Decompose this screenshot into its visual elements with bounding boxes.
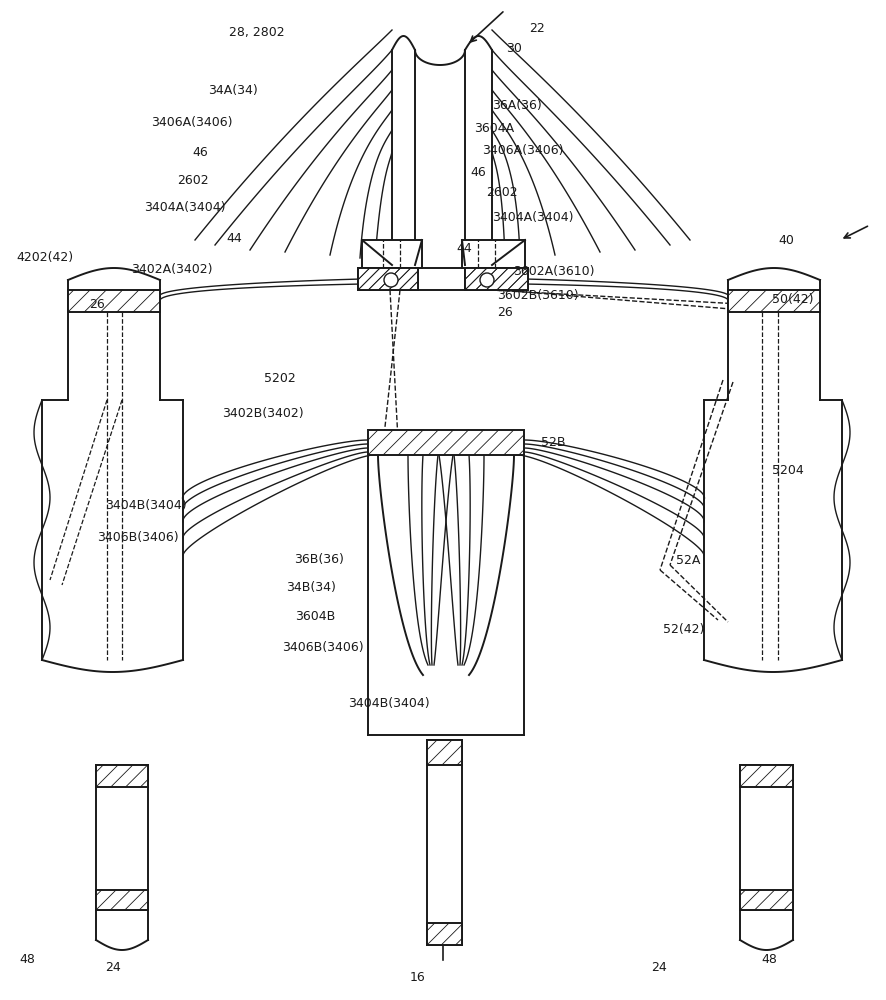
- Text: 3604B: 3604B: [295, 609, 335, 622]
- Text: 3402A(3402): 3402A(3402): [131, 263, 213, 276]
- Text: 3602A(3610): 3602A(3610): [512, 265, 594, 278]
- Text: 26: 26: [496, 306, 512, 318]
- Circle shape: [479, 273, 494, 287]
- Bar: [464, 268, 527, 290]
- Text: 3604A: 3604A: [474, 122, 514, 135]
- Bar: [68, 290, 159, 312]
- Text: 2602: 2602: [177, 174, 209, 187]
- Text: 24: 24: [650, 961, 666, 974]
- Bar: [426, 740, 462, 765]
- Text: 48: 48: [760, 953, 776, 966]
- Text: 34A(34): 34A(34): [208, 84, 258, 97]
- Text: 34B(34): 34B(34): [286, 580, 336, 593]
- Text: 52A: 52A: [675, 554, 699, 566]
- Text: 3406B(3406): 3406B(3406): [282, 640, 363, 654]
- Bar: [426, 740, 462, 945]
- Text: 5202: 5202: [264, 371, 296, 384]
- Bar: [358, 268, 417, 290]
- Bar: [464, 268, 527, 290]
- Text: 3402B(3402): 3402B(3402): [222, 406, 303, 420]
- Bar: [739, 765, 792, 910]
- Text: 36A(36): 36A(36): [492, 99, 541, 112]
- Text: 52B: 52B: [540, 436, 565, 448]
- Text: 3406B(3406): 3406B(3406): [97, 532, 179, 544]
- Text: 48: 48: [19, 953, 35, 966]
- Bar: [368, 430, 524, 455]
- Text: 46: 46: [470, 166, 486, 179]
- Text: 5204: 5204: [771, 464, 803, 477]
- Bar: [358, 268, 527, 290]
- Text: 3406A(3406): 3406A(3406): [151, 116, 232, 129]
- Text: 50(42): 50(42): [771, 294, 812, 306]
- Text: 3406A(3406): 3406A(3406): [481, 144, 563, 157]
- Text: 4202(42): 4202(42): [16, 251, 73, 264]
- Bar: [96, 765, 148, 787]
- Text: 24: 24: [105, 961, 120, 974]
- Text: 28, 2802: 28, 2802: [229, 26, 284, 39]
- Text: 3404A(3404): 3404A(3404): [492, 211, 573, 224]
- Text: 40: 40: [778, 233, 794, 246]
- Text: 36B(36): 36B(36): [294, 554, 344, 566]
- Text: 52(42): 52(42): [663, 624, 704, 636]
- Text: 16: 16: [409, 971, 425, 984]
- Bar: [426, 923, 462, 945]
- Bar: [96, 765, 148, 910]
- Text: 3404A(3404): 3404A(3404): [144, 201, 225, 214]
- Bar: [739, 765, 792, 787]
- Text: 3404B(3404): 3404B(3404): [347, 696, 429, 710]
- Bar: [96, 890, 148, 910]
- Text: 22: 22: [528, 22, 544, 35]
- Text: 2602: 2602: [486, 186, 517, 199]
- Text: 44: 44: [456, 241, 472, 254]
- Text: 44: 44: [226, 232, 242, 244]
- Text: 30: 30: [505, 42, 521, 55]
- Text: 26: 26: [89, 298, 105, 312]
- Bar: [462, 240, 525, 268]
- Bar: [727, 290, 819, 312]
- Bar: [361, 240, 422, 268]
- Text: 46: 46: [192, 146, 208, 159]
- Bar: [358, 268, 417, 290]
- Text: 3602B(3610): 3602B(3610): [496, 288, 578, 302]
- Circle shape: [384, 273, 398, 287]
- Bar: [739, 890, 792, 910]
- Text: 3404B(3404): 3404B(3404): [105, 498, 186, 512]
